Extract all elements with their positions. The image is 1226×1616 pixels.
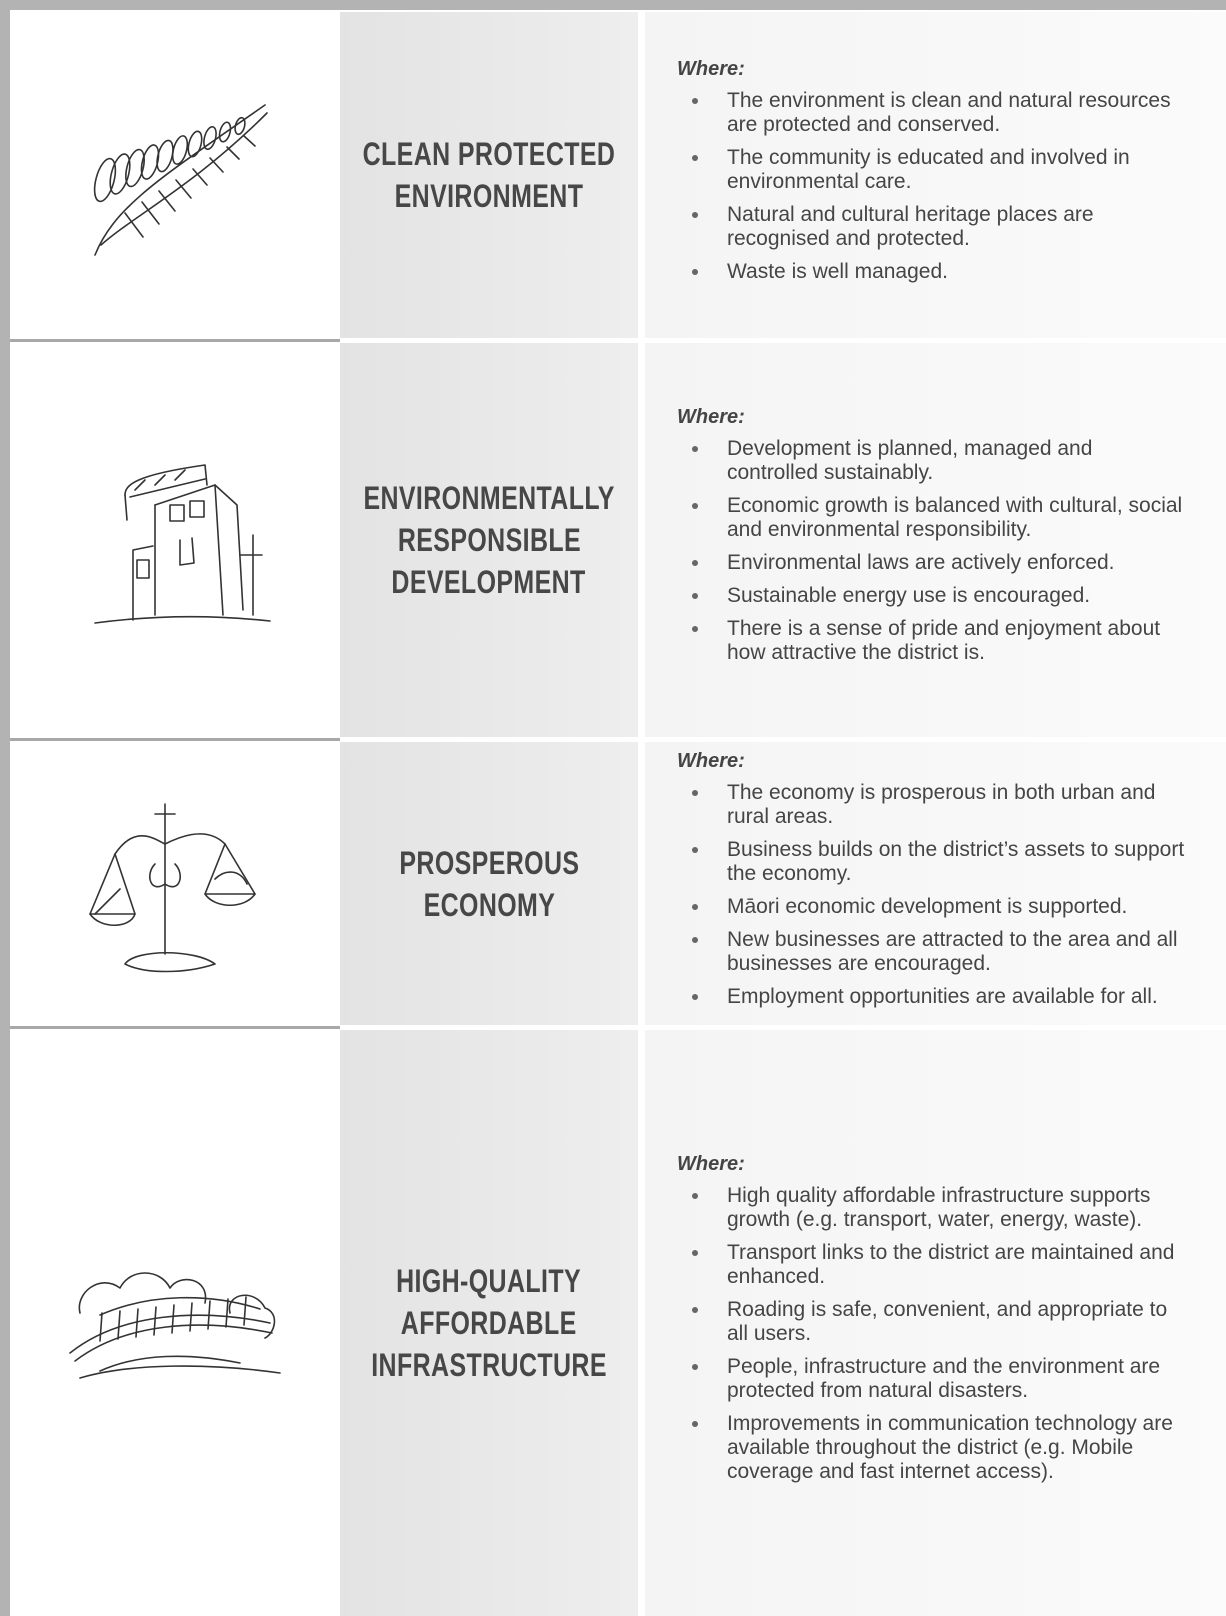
bullet-item: Improvements in communication technology… xyxy=(711,1412,1186,1484)
row-description: Where: The economy is prosperous in both … xyxy=(645,742,1226,1025)
row-title: ENVIRONMENTALLY RESPONSIBLE DEVELOPMENT xyxy=(340,343,638,737)
table-row: ENVIRONMENTALLY RESPONSIBLE DEVELOPMENT Whe… xyxy=(10,343,1226,737)
title-line: ECONOMY xyxy=(423,886,555,923)
row-separator xyxy=(10,339,340,342)
table-row: CLEAN PROTECTED ENVIRONMENT Where: The envi… xyxy=(10,12,1226,338)
icon xyxy=(10,343,340,737)
title-line: CLEAN PROTECTED xyxy=(362,136,616,172)
row-separator xyxy=(10,738,340,741)
row-title: PROSPEROUS ECONOMY xyxy=(340,742,638,1025)
bullet-item: Sustainable energy use is encouraged. xyxy=(711,584,1186,608)
where-label: Where: xyxy=(677,57,745,80)
row-description: Where: Development is planned, managed an… xyxy=(645,343,1226,737)
bullet-item: High quality affordable infrastructure s… xyxy=(711,1184,1186,1232)
title-line: HIGH-QUALITY xyxy=(396,1263,582,1299)
icon xyxy=(10,12,340,338)
title-line: DEVELOPMENT xyxy=(391,564,587,600)
bullet-list: Development is planned, managed and cont… xyxy=(677,437,1186,674)
bullet-item: The economy is prosperous in both urban … xyxy=(711,781,1186,829)
where-label: Where: xyxy=(677,1153,745,1175)
bullet-item: Roading is safe, convenient, and appropr… xyxy=(711,1298,1186,1346)
bullet-item: Māori economic development is supported. xyxy=(711,895,1186,919)
row-title: HIGH-QUALITY AFFORDABLE INFRASTRUCTURE xyxy=(340,1030,638,1616)
bullet-item: People, infrastructure and the environme… xyxy=(711,1355,1186,1403)
where-label: Where: xyxy=(677,749,745,772)
bullet-list: The economy is prosperous in both urban … xyxy=(677,781,1186,1018)
bullet-item: Business builds on the district’s assets… xyxy=(711,838,1186,886)
title-line: INFRASTRUCTURE xyxy=(371,1347,607,1383)
where-label: Where: xyxy=(677,406,745,428)
bullet-item: Waste is well managed. xyxy=(711,260,1186,284)
frame-border xyxy=(0,0,10,1616)
icon xyxy=(10,742,340,1025)
title-line: ENVIRONMENT xyxy=(394,178,584,214)
bullet-item: Transport links to the district are main… xyxy=(711,1241,1186,1289)
table-row: PROSPEROUS ECONOMY Where: The economy is pr… xyxy=(10,742,1226,1025)
bullet-item: Employment opportunities are available f… xyxy=(711,985,1186,1009)
row-description: Where: The environment is clean and natur… xyxy=(645,12,1226,338)
bullet-list: The environment is clean and natural res… xyxy=(677,89,1186,293)
bullet-item: The environment is clean and natural res… xyxy=(711,89,1186,137)
bullet-item: Environmental laws are actively enforced… xyxy=(711,551,1186,575)
bullet-item: The community is educated and involved i… xyxy=(711,146,1186,194)
bullet-item: Economic growth is balanced with cultura… xyxy=(711,494,1186,542)
bullet-list: High quality affordable infrastructure s… xyxy=(677,1184,1186,1493)
title-line: ENVIRONMENTALLY xyxy=(363,480,615,516)
table-row: HIGH-QUALITY AFFORDABLE INFRASTRUCTURE Wher… xyxy=(10,1030,1226,1616)
icon xyxy=(10,1030,340,1616)
title-line: RESPONSIBLE xyxy=(397,522,581,558)
bullet-item: There is a sense of pride and enjoyment … xyxy=(711,617,1186,665)
row-title: CLEAN PROTECTED ENVIRONMENT xyxy=(340,12,638,338)
bullet-item: Natural and cultural heritage places are… xyxy=(711,203,1186,251)
bullet-item: Development is planned, managed and cont… xyxy=(711,437,1186,485)
row-description: Where: High quality affordable infrastruc… xyxy=(645,1030,1226,1616)
row-separator xyxy=(10,1026,340,1029)
frame-border xyxy=(0,0,1226,10)
title-line: PROSPEROUS xyxy=(398,844,580,881)
title-line: AFFORDABLE xyxy=(401,1305,577,1341)
bullet-item: New businesses are attracted to the area… xyxy=(711,928,1186,976)
